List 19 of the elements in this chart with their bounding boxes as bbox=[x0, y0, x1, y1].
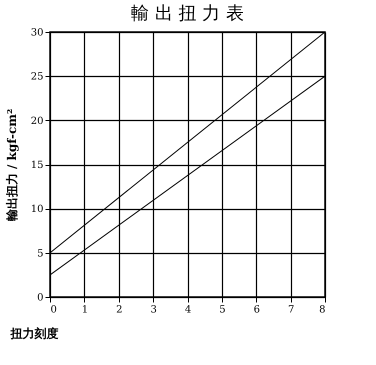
y-tick-label: 10 bbox=[30, 204, 44, 216]
y-tick-label: 30 bbox=[30, 28, 44, 38]
x-tick-label: 4 bbox=[184, 304, 192, 316]
x-tick-label: 5 bbox=[219, 304, 226, 316]
x-tick-label: 3 bbox=[150, 304, 157, 316]
y-axis-title: 輸出扭力 / kgf-cm² bbox=[4, 108, 19, 222]
y-tick-label: 20 bbox=[30, 116, 44, 127]
x-tick-label: 8 bbox=[319, 304, 326, 316]
x-tick-label: 6 bbox=[254, 304, 260, 316]
x-tick-label: 1 bbox=[82, 304, 88, 316]
x-axis-title: 扭力刻度 bbox=[10, 326, 58, 340]
y-tick-label: 0 bbox=[37, 292, 44, 304]
x-tick-label: 7 bbox=[288, 304, 294, 316]
chart-title: 輸 出 扭 力 表 bbox=[131, 3, 244, 24]
x-tick-label: 0 bbox=[50, 304, 57, 316]
y-tick-label: 15 bbox=[30, 160, 44, 171]
y-tick-label: 25 bbox=[30, 72, 44, 83]
x-tick-label: 2 bbox=[116, 304, 122, 316]
y-tick-label: 5 bbox=[37, 248, 44, 260]
